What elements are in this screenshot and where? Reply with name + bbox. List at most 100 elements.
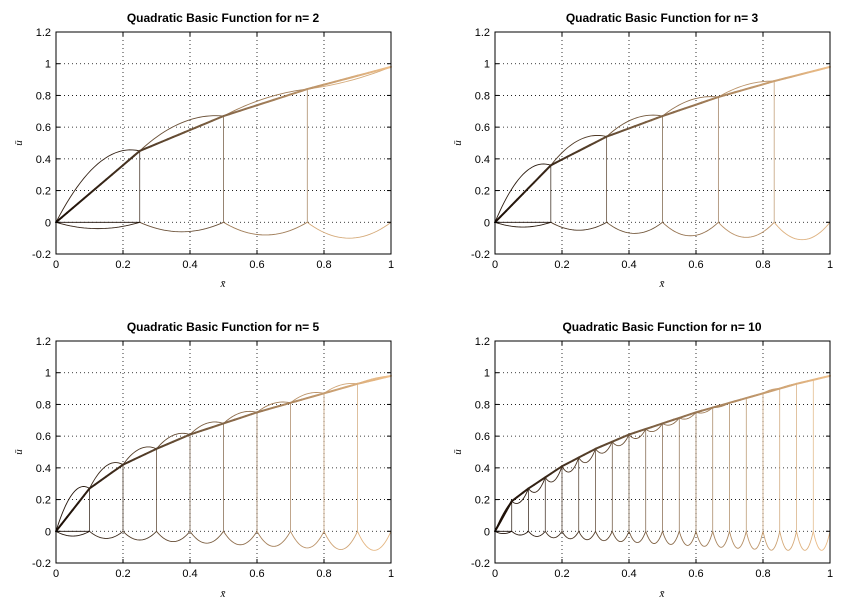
envelope-segment [516, 192, 524, 201]
x-tick-label: 0.6 [688, 259, 703, 271]
x-tick-label: 0.4 [182, 259, 197, 271]
envelope-segment [116, 164, 124, 171]
envelope-segment [82, 487, 91, 497]
envelope-segment [600, 135, 608, 141]
x-tick-label: 1 [388, 259, 394, 271]
envelope-segment [544, 164, 552, 173]
x-tick-label: 0.2 [115, 568, 130, 580]
basis-curve-lower [745, 531, 764, 550]
envelope-segment [538, 476, 547, 483]
y-tick-label: 0 [484, 526, 490, 538]
y-axis-label: ū [452, 140, 464, 146]
basis-curve-upper [611, 434, 630, 447]
basis-curve-lower [578, 531, 596, 541]
basis-curve-upper [695, 407, 714, 414]
basis-curve-upper [122, 446, 157, 465]
basis-curve-upper [511, 488, 529, 504]
basis-curve-lower [494, 221, 551, 228]
envelope-segment [527, 181, 536, 190]
x-tick-label: 0.6 [249, 259, 264, 271]
y-tick-label: 0.8 [475, 399, 490, 411]
basis-curve-lower [156, 530, 191, 543]
subplot-n5: Quadratic Basic Function for n= 5 x̄ ū 0… [13, 320, 394, 600]
y-tick-label: -0.2 [471, 249, 490, 261]
basis-curve-upper [139, 115, 224, 152]
envelope-segment [499, 510, 508, 523]
basis-curve-lower [323, 531, 358, 550]
envelope-segment [823, 65, 831, 70]
envelope-segment [510, 198, 519, 207]
axes-box [494, 31, 831, 255]
basis-curve-upper [189, 421, 224, 435]
envelope-segment [561, 462, 569, 468]
envelope-segment [55, 216, 63, 224]
basis-curve-lower [189, 531, 224, 544]
envelope-segment [133, 455, 141, 461]
basis-curve-lower [796, 531, 814, 551]
envelope-segment [605, 440, 614, 446]
basis-curve-lower [595, 531, 613, 542]
basis-curve-upper [606, 114, 663, 137]
envelope-segment [510, 495, 519, 503]
y-tick-label: 0.4 [36, 463, 51, 475]
envelope-segment [177, 435, 186, 441]
basis-curve-lower [606, 221, 663, 234]
basis-curve-upper [679, 412, 697, 420]
envelope-segment [177, 131, 186, 136]
axes-box [55, 31, 392, 255]
y-tick-label: 0.8 [36, 90, 51, 102]
basis-curve-lower [256, 531, 291, 547]
envelope-segment [616, 435, 625, 441]
x-tick-label: 0.6 [249, 568, 264, 580]
y-tick-label: 0.2 [475, 495, 490, 507]
envelope-segment [205, 119, 214, 125]
basis-curve-upper [561, 457, 580, 473]
envelope-segment [77, 197, 85, 205]
y-tick-label: 0.2 [36, 495, 51, 507]
basis-curve-lower [494, 530, 512, 535]
axes-box [494, 340, 831, 564]
basis-curve-lower [511, 530, 529, 536]
envelope-segment [533, 175, 541, 184]
basis-curve-upper [256, 401, 291, 413]
envelope-segment [60, 211, 69, 219]
y-tick-label: 0.6 [36, 122, 51, 134]
basis-curve-lower [812, 531, 831, 551]
envelope-segment [189, 126, 197, 131]
envelope-segment [166, 440, 175, 446]
envelope-segment [384, 374, 392, 379]
chart-title: Quadratic Basic Function for n= 5 [127, 320, 320, 334]
y-tick-label: 1 [484, 368, 490, 380]
envelope-segment [88, 187, 97, 195]
basis-curve-lower [223, 221, 308, 236]
x-tick-label: 0.8 [755, 259, 770, 271]
basis-curve-lower [695, 531, 714, 547]
envelope-segment [384, 65, 392, 70]
y-tick-label: 0.6 [36, 431, 51, 443]
y-axis-label: ū [452, 449, 464, 455]
basis-curve-lower [779, 531, 797, 551]
x-tick-label: 0 [53, 568, 59, 580]
basis-curve-lower [628, 531, 647, 543]
x-tick-label: 0 [53, 259, 59, 271]
basis-curve-upper [578, 448, 596, 464]
basis-curve-lower [139, 221, 224, 233]
envelope-segment [216, 115, 225, 120]
basis-curve-upper [595, 441, 613, 454]
x-tick-label: 0 [492, 259, 498, 271]
envelope-segment [577, 147, 586, 152]
y-tick-label: 1 [45, 59, 51, 71]
envelope-segment [144, 450, 152, 456]
envelope-segment [572, 149, 580, 155]
y-tick-label: 1.2 [475, 336, 490, 348]
x-tick-label: 0.4 [621, 568, 636, 580]
basis-curve-upper [494, 163, 551, 223]
envelope-segment [555, 465, 563, 471]
y-tick-label: 0.8 [475, 90, 490, 102]
envelope-segment [499, 209, 508, 218]
basis-curve-upper [89, 462, 124, 489]
envelope-segment [88, 483, 97, 490]
basis-curve-lower [712, 531, 730, 548]
y-tick-label: 1 [484, 59, 490, 71]
